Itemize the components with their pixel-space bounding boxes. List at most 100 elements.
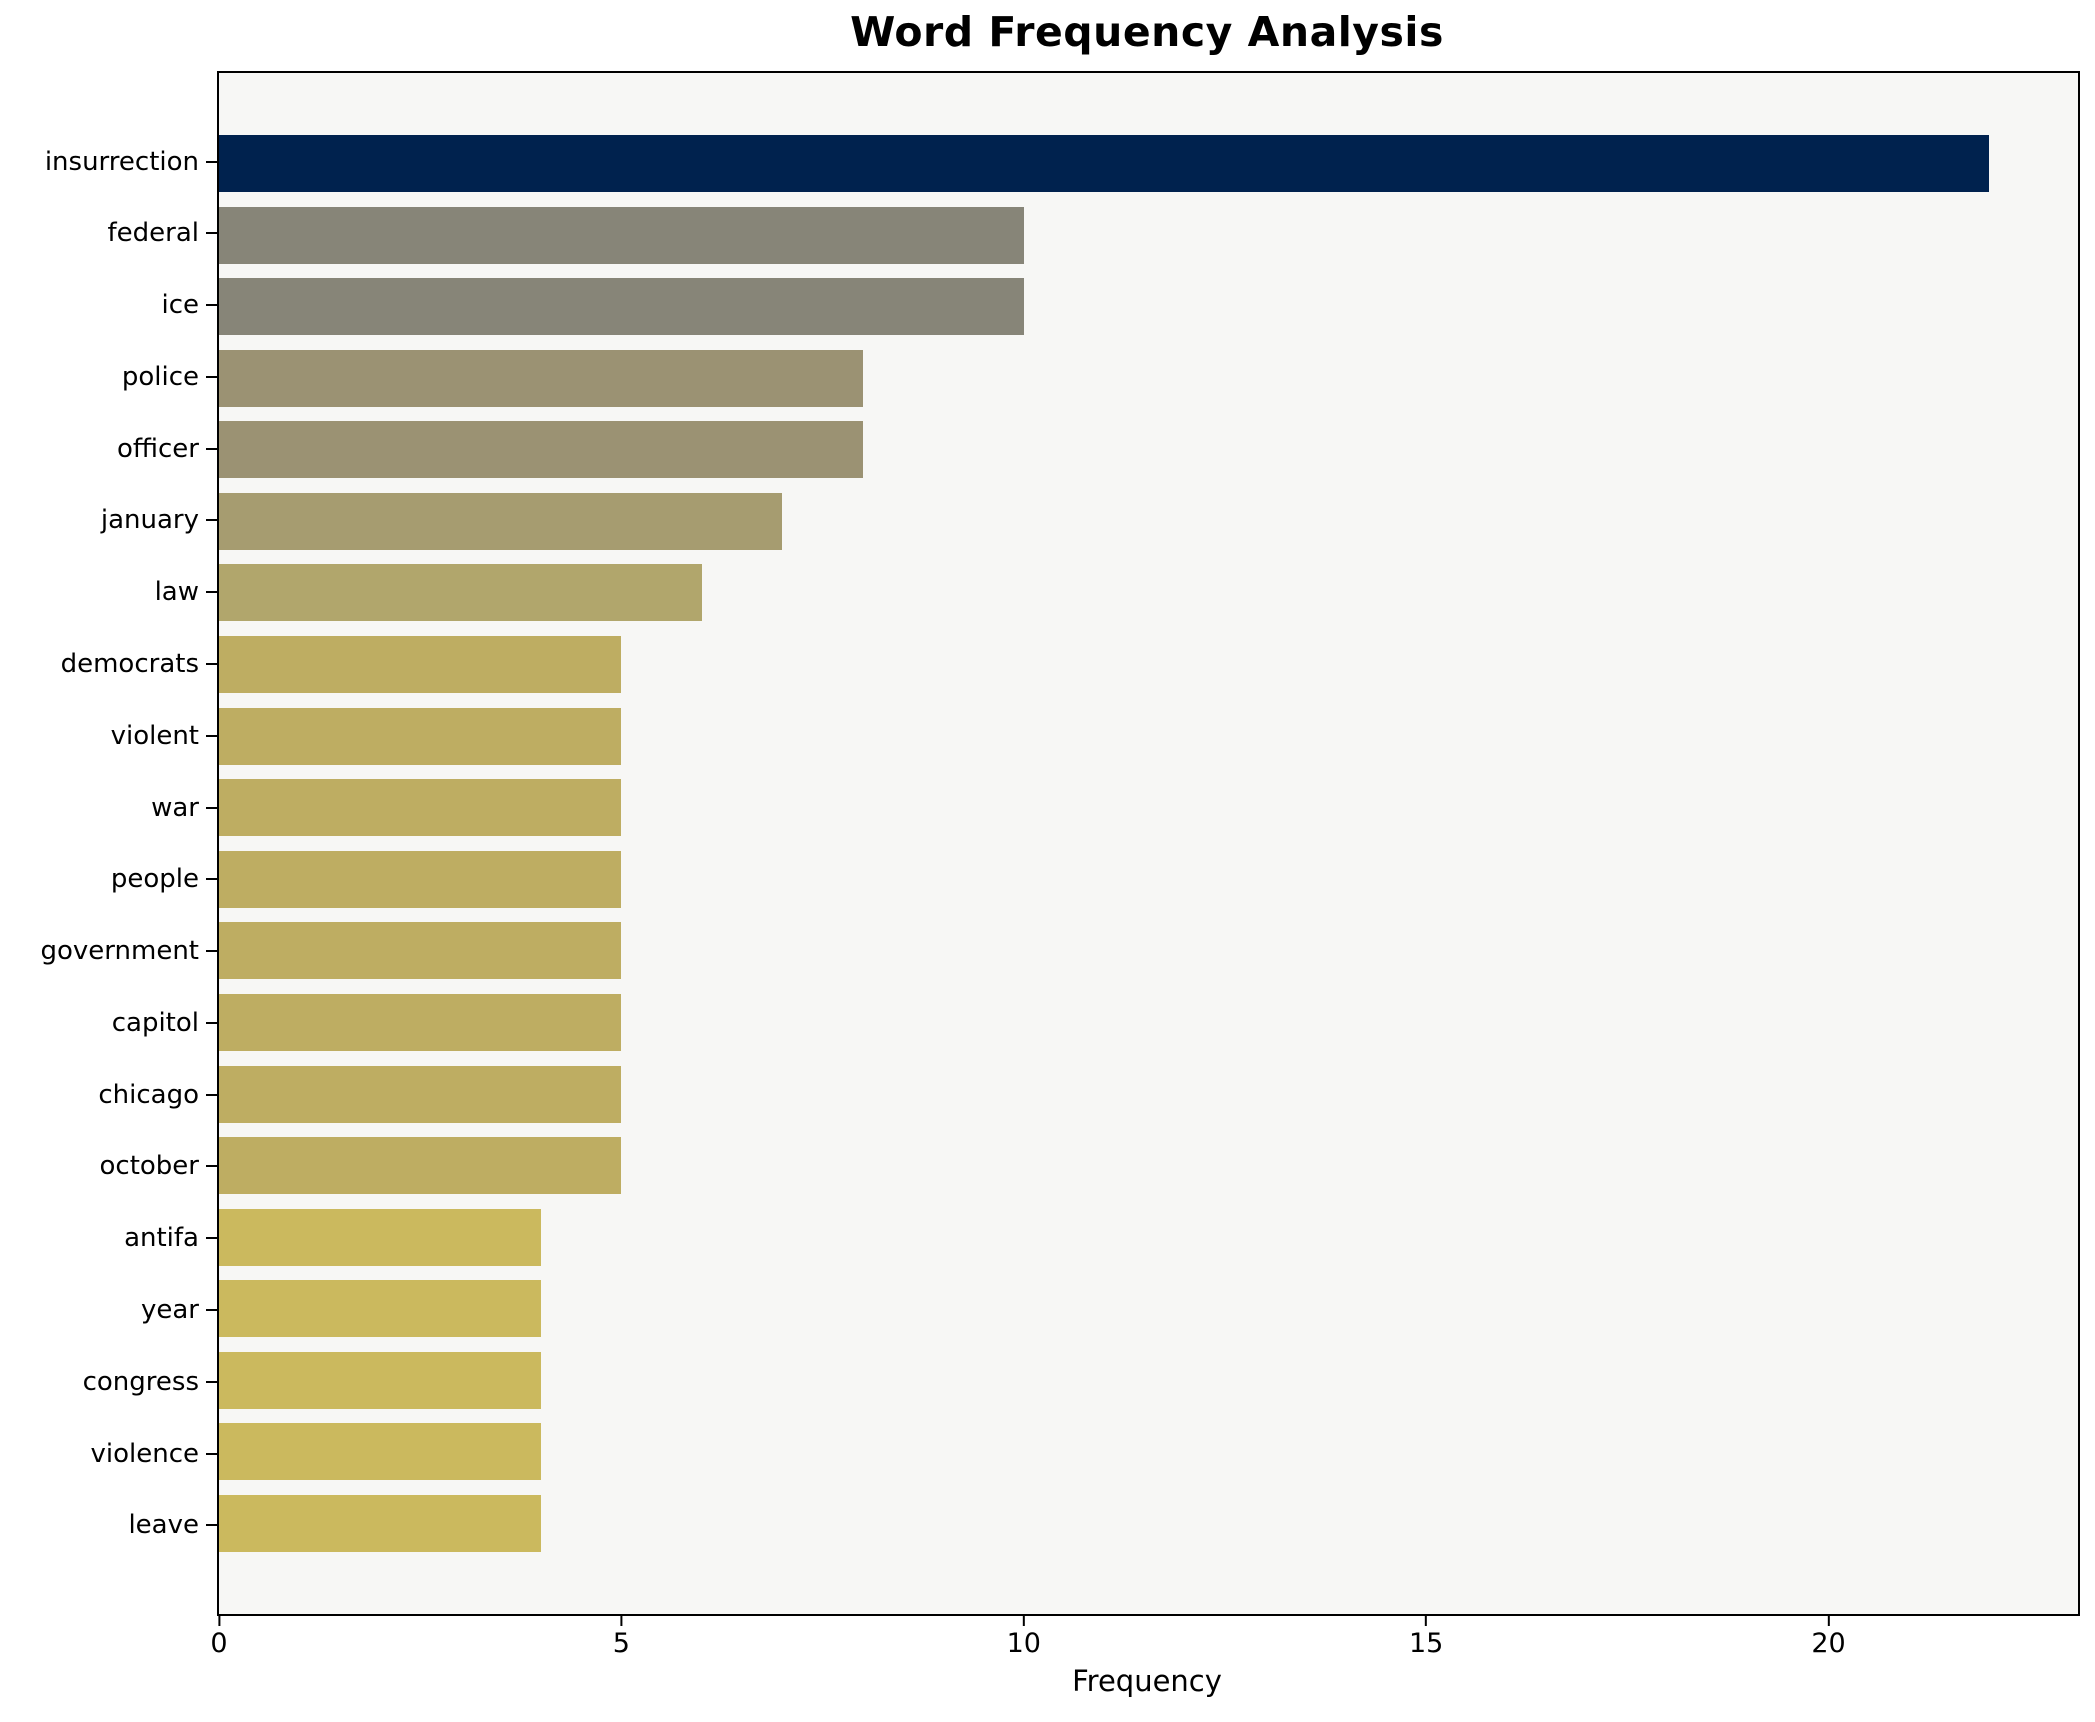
bar-democrats: [219, 636, 622, 694]
y-tick-label: officer: [116, 433, 199, 464]
y-tick-mark: [206, 160, 217, 163]
bar-leave: [219, 1494, 541, 1552]
y-tick-label: leave: [128, 1510, 199, 1541]
y-tick-label: government: [40, 936, 199, 967]
y-axis-labels: insurrection federal ice police officer janua…: [0, 71, 217, 1616]
y-tick-label: chicago: [98, 1079, 199, 1110]
y-tick-row-government: government: [0, 923, 217, 980]
x-tick-label: 20: [1811, 1628, 1846, 1659]
y-tick-mark: [206, 1021, 217, 1024]
y-tick-mark: [206, 1237, 217, 1240]
bar-chicago: [219, 1065, 622, 1123]
y-tick-mark: [206, 1165, 217, 1168]
y-tick-mark: [206, 878, 217, 881]
y-tick-mark: [206, 662, 217, 665]
y-tick-label: police: [121, 361, 199, 392]
y-tick-row-law: law: [0, 564, 217, 621]
x-tick-label: 0: [210, 1628, 228, 1659]
y-tick-row-year: year: [0, 1282, 217, 1339]
bar-people: [219, 850, 622, 908]
y-tick-mark: [206, 1309, 217, 1311]
y-tick-label: law: [154, 577, 199, 608]
bar-law: [219, 564, 702, 622]
y-tick-row-democrats: democrats: [0, 635, 217, 692]
bar-series: [219, 73, 2078, 1614]
x-tick-mark: [218, 1614, 220, 1626]
x-tick-label: 5: [612, 1628, 630, 1659]
bar-year: [219, 1280, 541, 1338]
y-tick-mark: [206, 375, 217, 378]
y-tick-mark: [206, 1093, 217, 1096]
bar-insurrection: [219, 135, 1990, 192]
bar-capitol: [219, 993, 622, 1051]
x-tick-label: 15: [1408, 1628, 1444, 1659]
y-tick-row-people: people: [0, 851, 217, 908]
y-tick-label: war: [151, 792, 199, 823]
y-tick-label: ice: [161, 290, 199, 321]
y-tick-label: january: [100, 505, 199, 536]
y-tick-row-ice: ice: [0, 277, 217, 334]
x-tick-label: 10: [1006, 1628, 1041, 1659]
bar-october: [219, 1137, 622, 1195]
bar-antifa: [219, 1208, 541, 1266]
y-tick-label: congress: [82, 1366, 199, 1397]
y-tick-label: insurrection: [44, 146, 199, 177]
chart-title: Word Frequency Analysis: [850, 8, 1444, 56]
y-tick-row-october: october: [0, 1138, 217, 1195]
x-tick-0: 0: [210, 1614, 228, 1659]
y-tick-row-federal: federal: [0, 205, 217, 262]
plot-area: [217, 71, 2080, 1616]
y-tick-mark: [206, 232, 217, 235]
y-tick-row-congress: congress: [0, 1353, 217, 1410]
y-tick-label: democrats: [60, 648, 199, 679]
y-tick-row-insurrection: insurrection: [0, 133, 217, 190]
y-tick-row-capitol: capitol: [0, 994, 217, 1051]
y-tick-mark: [206, 734, 217, 737]
y-tick-mark: [206, 1524, 217, 1527]
x-tick-15: 15: [1409, 1614, 1443, 1657]
y-tick-row-chicago: chicago: [0, 1066, 217, 1123]
y-tick-mark: [206, 806, 217, 809]
bar-federal: [219, 206, 1024, 264]
y-tick-row-violent: violent: [0, 707, 217, 764]
y-tick-label: people: [110, 864, 199, 895]
bar-police: [219, 349, 863, 407]
x-tick-5: 5: [613, 1614, 630, 1657]
y-tick-mark: [206, 950, 217, 953]
bar-january: [219, 492, 783, 550]
y-tick-label: violence: [90, 1438, 199, 1469]
x-tick-mark: [1022, 1614, 1025, 1626]
bar-ice: [219, 278, 1024, 336]
y-tick-mark: [206, 1380, 217, 1383]
bar-violence: [219, 1423, 541, 1481]
y-tick-row-officer: officer: [0, 420, 217, 477]
y-tick-row-police: police: [0, 348, 217, 405]
y-tick-mark: [206, 591, 217, 594]
y-tick-row-war: war: [0, 779, 217, 836]
y-tick-label: antifa: [124, 1223, 199, 1254]
y-tick-row-violence: violence: [0, 1425, 217, 1482]
y-tick-label: capitol: [111, 1007, 199, 1038]
y-tick-mark: [206, 304, 217, 307]
bar-violent: [219, 707, 622, 765]
x-tick-20: 20: [1811, 1614, 1846, 1659]
y-tick-mark: [206, 1452, 217, 1455]
bar-officer: [219, 421, 863, 479]
bar-government: [219, 922, 622, 980]
x-axis-ticks: 0 5 10 15 20: [210, 1614, 2078, 1684]
x-tick-mark: [1827, 1614, 1830, 1626]
bar-war: [219, 779, 622, 837]
y-tick-label: year: [140, 1295, 199, 1325]
y-tick-mark: [206, 447, 217, 450]
y-tick-label: violent: [110, 720, 199, 751]
x-tick-mark: [1425, 1614, 1428, 1626]
x-tick-mark: [620, 1614, 623, 1626]
bar-congress: [219, 1351, 541, 1409]
y-tick-row-january: january: [0, 492, 217, 549]
y-tick-row-leave: leave: [0, 1497, 217, 1554]
y-tick-mark: [206, 519, 217, 522]
x-axis-label: Frequency: [1072, 1664, 1222, 1698]
x-tick-10: 10: [1007, 1614, 1041, 1657]
y-tick-label: federal: [107, 218, 200, 249]
